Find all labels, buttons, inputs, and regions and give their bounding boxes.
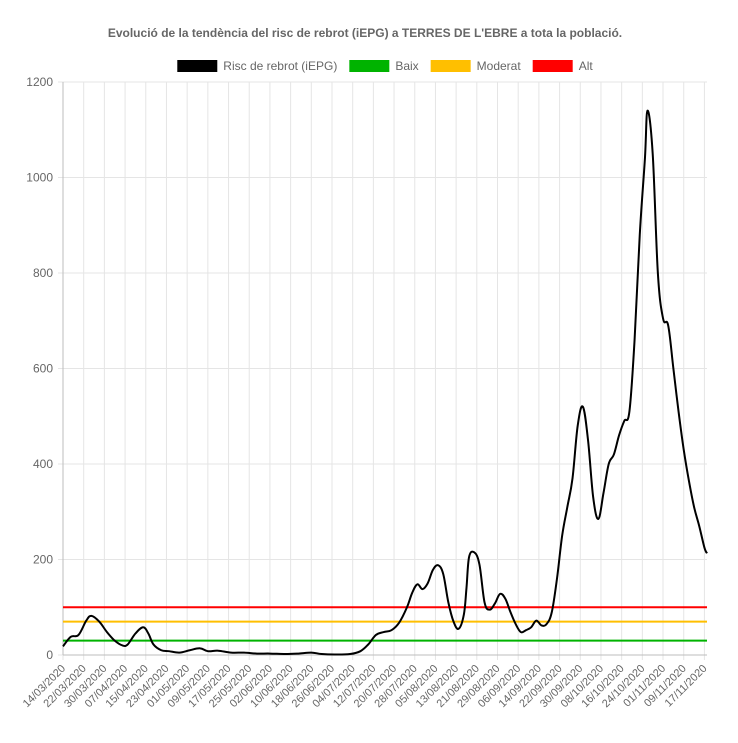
y-axis: 0 200 400 600 800 1000 1200 xyxy=(26,75,64,662)
threshold-lines xyxy=(63,606,707,642)
legend-swatch xyxy=(349,60,390,72)
legend-swatch xyxy=(430,60,471,72)
legend-label: Alt xyxy=(579,59,594,73)
legend-item[interactable]: Moderat xyxy=(430,59,522,73)
y-tick-label: 800 xyxy=(33,266,53,280)
legend-label: Baix xyxy=(395,59,418,73)
legend-swatch xyxy=(177,60,218,72)
legend-item[interactable]: Alt xyxy=(532,59,594,73)
y-tick-label: 1000 xyxy=(26,171,53,185)
y-tick-label: 200 xyxy=(33,553,53,567)
legend-label: Risc de rebrot (iEPG) xyxy=(223,59,337,73)
chart-grid xyxy=(58,81,707,660)
x-axis: 14/03/202022/03/202030/03/202007/04/2020… xyxy=(21,654,710,710)
legend-item[interactable]: Baix xyxy=(349,59,419,73)
legend-swatch xyxy=(532,60,573,72)
series-lines xyxy=(62,109,708,656)
series-line-risc-de-rebrot xyxy=(62,109,708,656)
y-tick-label: 400 xyxy=(33,457,53,471)
y-tick-label: 1200 xyxy=(26,75,53,89)
legend-item[interactable]: Risc de rebrot (iEPG) xyxy=(177,59,337,73)
chart-legend: Risc de rebrot (iEPG) Baix Moderat Alt xyxy=(177,59,593,73)
legend-label: Moderat xyxy=(477,59,522,73)
chart-title: Evolució de la tendència del risc de reb… xyxy=(108,26,622,40)
y-tick-label: 600 xyxy=(33,362,53,376)
y-tick-label: 0 xyxy=(46,648,53,662)
